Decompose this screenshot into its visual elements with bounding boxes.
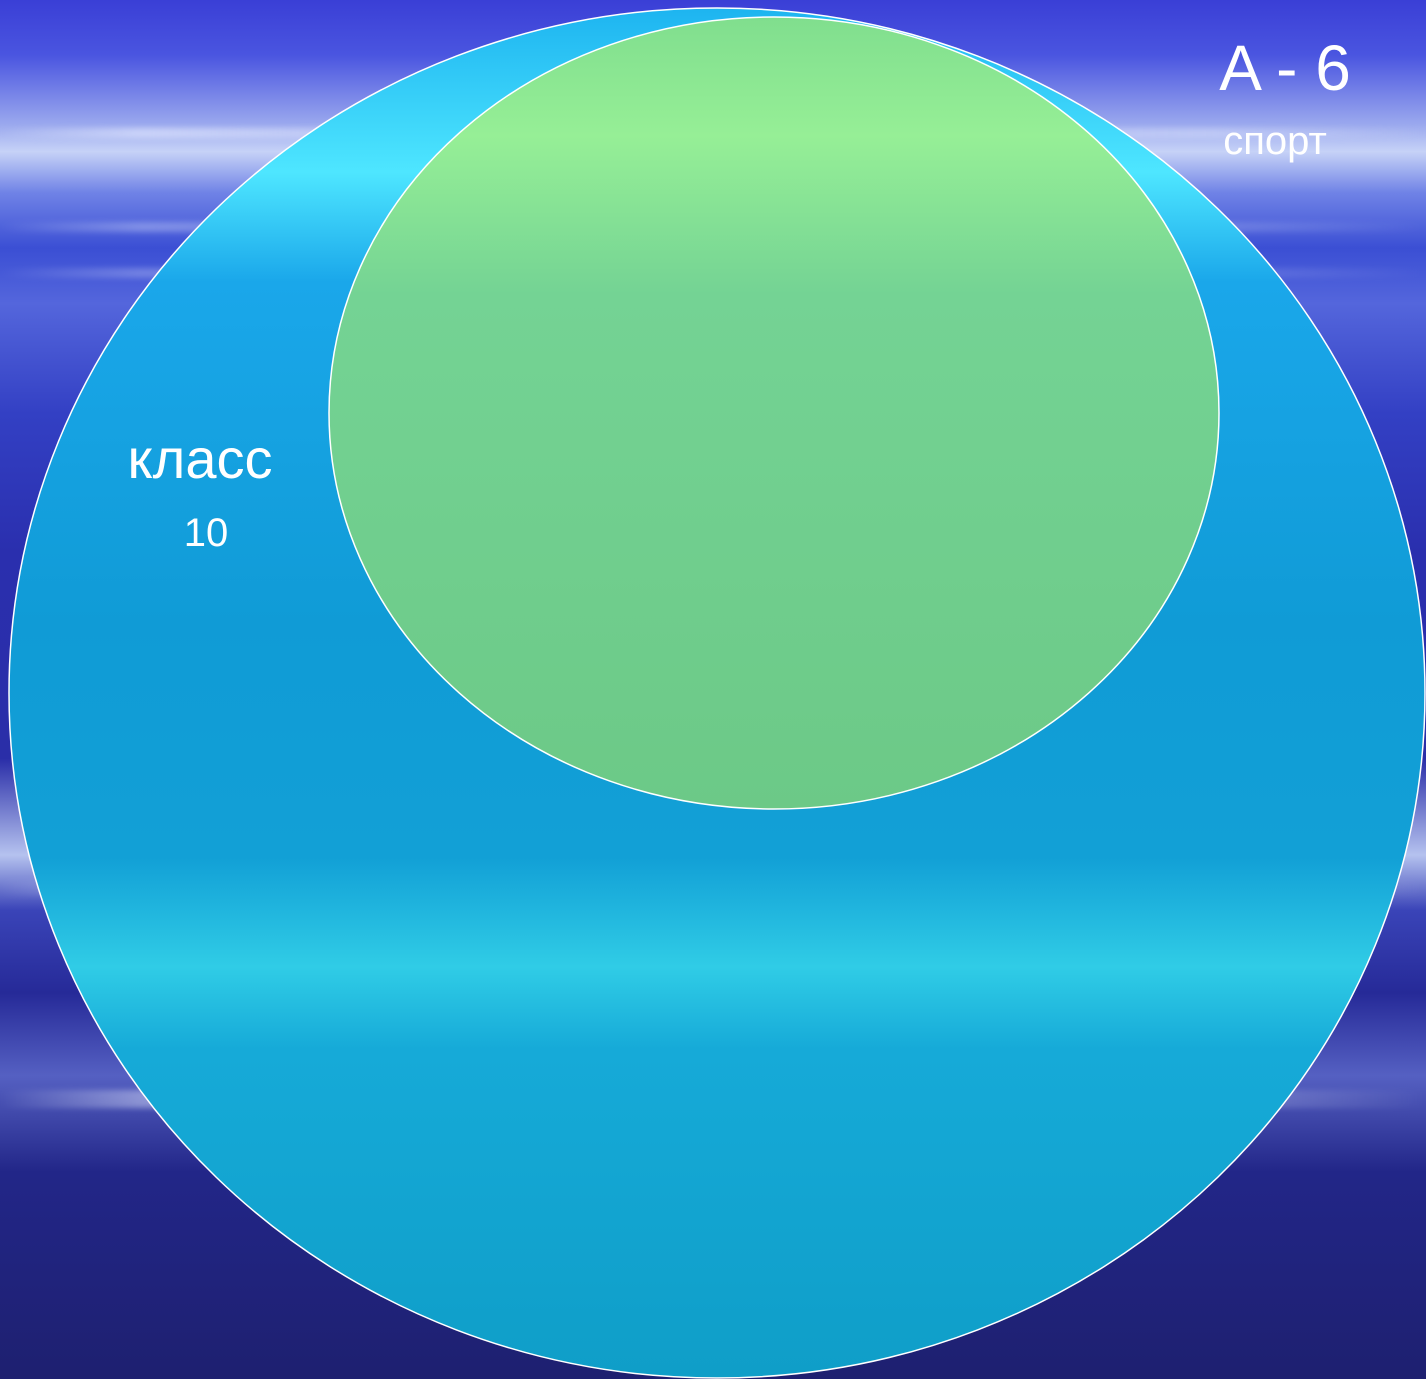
outer-set-label: класс (127, 427, 273, 490)
inner-set-title: A - 6 (1219, 32, 1351, 104)
inner-set-label: спорт (1223, 119, 1327, 163)
inner-set-ellipse (328, 16, 1220, 810)
outer-set-count: 10 (183, 511, 229, 555)
